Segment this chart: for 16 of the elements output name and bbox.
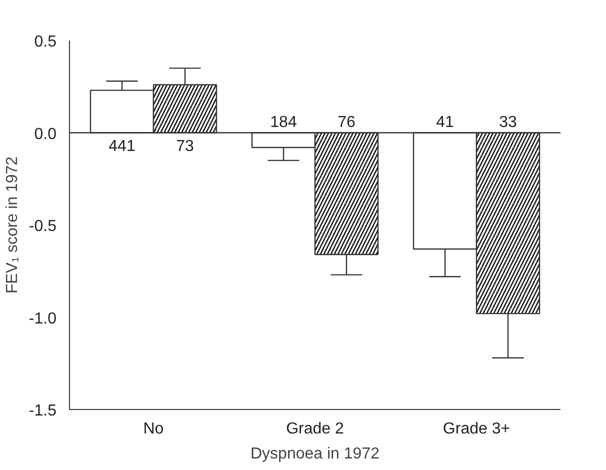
y-tick-label: 0.5 bbox=[34, 34, 57, 50]
y-tick-label: 0.0 bbox=[34, 126, 57, 143]
y-tick-label: -1.5 bbox=[28, 402, 57, 420]
annotation: 41 bbox=[436, 114, 454, 131]
annotation: 73 bbox=[176, 138, 194, 155]
annotation: 184 bbox=[270, 114, 297, 131]
x-tick-label: Grade 2 bbox=[286, 420, 344, 438]
annotation: 33 bbox=[499, 114, 518, 131]
y-tick-label: -1.0 bbox=[28, 310, 57, 328]
y-axis-title: FEV₁ score in 1972 bbox=[4, 156, 21, 294]
annotation: 441 bbox=[108, 138, 136, 155]
x-axis-title: Dyspnoea in 1972 bbox=[250, 446, 380, 462]
annotation: 76 bbox=[338, 114, 356, 131]
y-tick-label: -0.5 bbox=[28, 218, 57, 235]
x-tick-label: Grade 3+ bbox=[442, 420, 510, 438]
x-tick-label: No bbox=[143, 420, 164, 438]
